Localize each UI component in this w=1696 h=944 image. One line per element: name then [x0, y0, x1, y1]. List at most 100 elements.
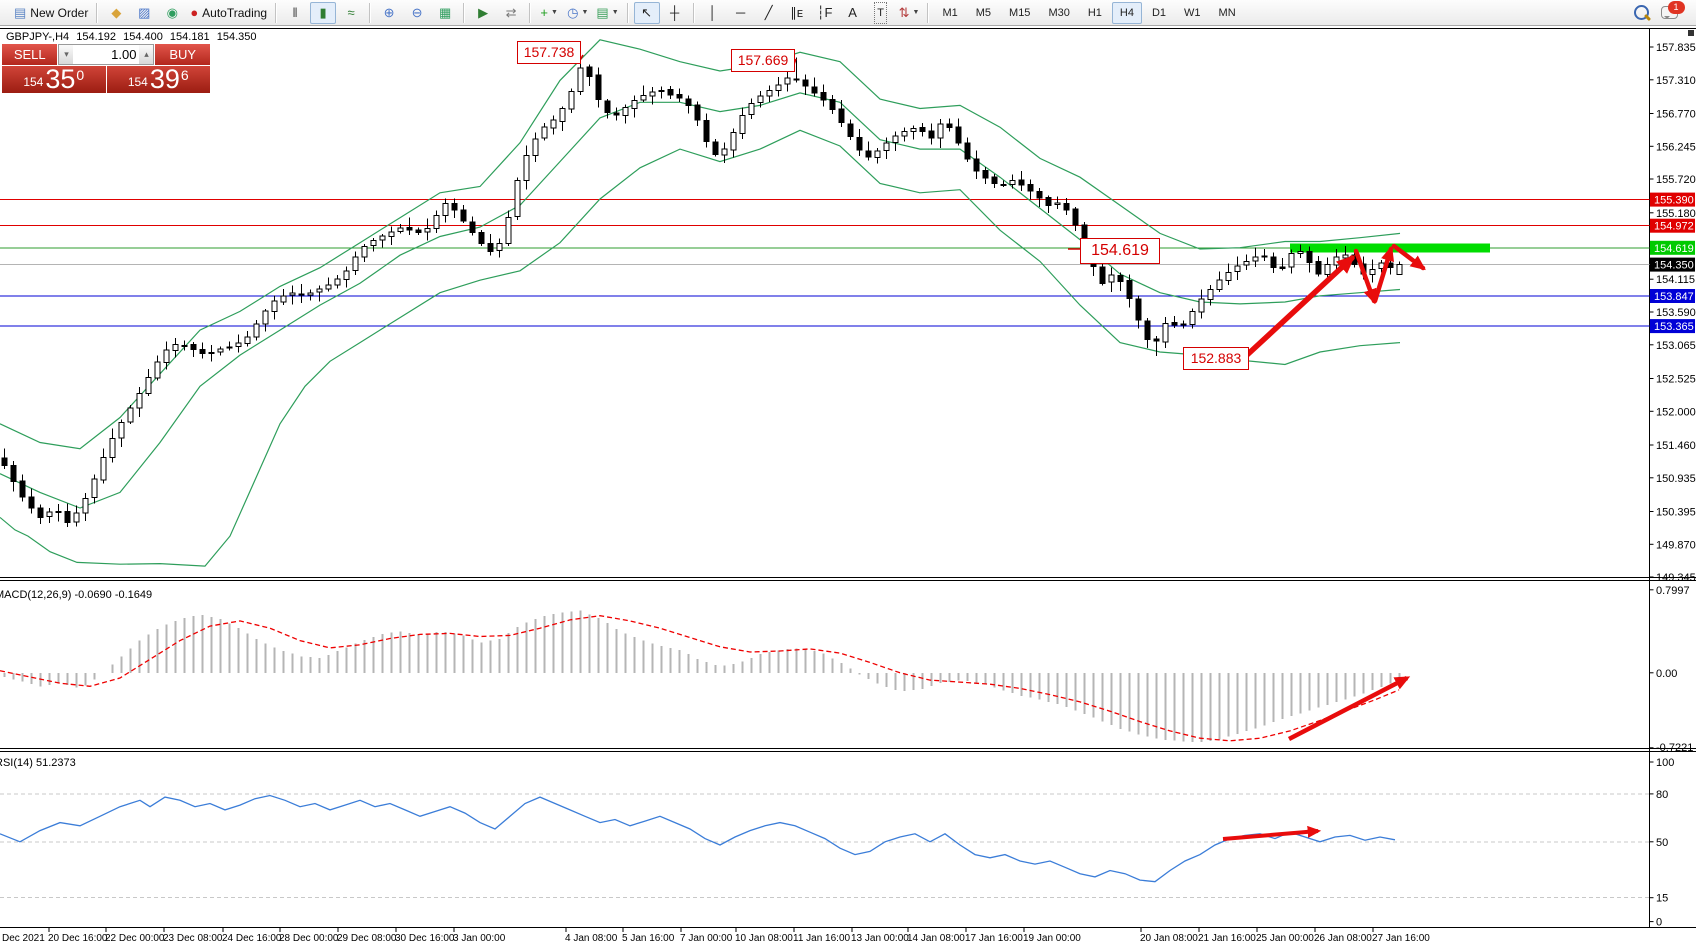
vertical-line-icon: │	[708, 4, 717, 20]
indicators-button[interactable]: + ▼	[536, 2, 562, 24]
chart-title-ohlc: GBPJPY-,H4 154.192 154.400 154.181 154.3…	[6, 31, 261, 43]
timeframe-m30-button[interactable]: M30	[1040, 2, 1077, 24]
panel-borders	[0, 28, 1696, 928]
metaeditor-icon[interactable]: ▨	[131, 2, 157, 24]
volume-increase-button[interactable]: ▴	[139, 45, 154, 64]
price-badge	[1650, 289, 1695, 303]
cursor-button[interactable]: ↖	[633, 1, 660, 24]
arrows-button[interactable]: ⇅ ▼	[896, 2, 923, 24]
svg-text:17 Jan 16:00: 17 Jan 16:00	[965, 933, 1023, 944]
svg-text:157.310: 157.310	[1656, 75, 1696, 87]
crosshair-button[interactable]: ┼	[662, 2, 688, 24]
text-label-button[interactable]: T	[868, 1, 894, 24]
svg-text:155.720: 155.720	[1656, 174, 1696, 186]
horizontal-line-icon: ─	[736, 4, 746, 20]
sell-button[interactable]: SELL	[2, 44, 58, 65]
price-annotation-label: 152.883	[1183, 347, 1249, 370]
timeframe-m1-button[interactable]: M1	[934, 2, 965, 24]
price-scale-lock-icon	[1688, 30, 1694, 36]
timeframe-label: M15	[1009, 6, 1031, 19]
ohlc-high: 154.400	[123, 31, 163, 43]
macd-annotation-arrow	[1287, 676, 1411, 741]
templates-icon: ▤	[596, 4, 609, 20]
expert-advisors-icon[interactable]: ◆	[103, 2, 129, 24]
autotrading-icon: ●	[190, 4, 199, 20]
rsi-annotation-arrow	[1222, 825, 1322, 841]
signals-icon[interactable]: ◉	[159, 2, 185, 24]
toolbar-separator	[927, 2, 930, 23]
volume-decrease-button[interactable]: ▾	[59, 45, 74, 64]
expert-advisors-icon: ◆	[111, 4, 122, 20]
buy-price-display[interactable]: 154 39 6	[106, 64, 210, 94]
search-icon	[1633, 5, 1649, 20]
zoom-out-icon: ⊖	[411, 4, 423, 20]
toolbar-button-label: AutoTrading	[202, 5, 268, 20]
tile-windows-button[interactable]: ▦	[432, 2, 458, 24]
svg-text:154.115: 154.115	[1656, 274, 1695, 286]
svg-text:151.460: 151.460	[1656, 440, 1696, 452]
price-badge	[1650, 192, 1695, 207]
zoom-in-button[interactable]: ⊕	[376, 2, 402, 24]
toolbar-separator	[529, 2, 532, 23]
auto-scroll-button[interactable]: ▶	[470, 2, 496, 24]
svg-text:26 Jan 08:00: 26 Jan 08:00	[1314, 933, 1372, 944]
volume-input[interactable]	[73, 45, 140, 64]
timeframe-label: W1	[1184, 6, 1201, 19]
timeframe-w1-button[interactable]: W1	[1176, 2, 1209, 24]
periods-button[interactable]: ◷ ▼	[564, 2, 591, 24]
equidistant-channel-button[interactable]: ∥ᴇ	[784, 2, 810, 24]
text-button[interactable]: A	[840, 2, 866, 24]
bar-chart-icon: ‖	[292, 4, 298, 20]
bar-chart-button[interactable]: ‖	[282, 2, 308, 24]
timeframe-d1-button[interactable]: D1	[1144, 2, 1174, 24]
svg-text:15: 15	[1656, 893, 1668, 905]
chart-shift-button[interactable]: ⇄	[498, 2, 524, 24]
price-badge	[1650, 240, 1695, 255]
buy-button[interactable]: BUY	[155, 44, 210, 65]
toolbar-separator	[692, 2, 695, 23]
line-chart-button[interactable]: ≈	[338, 2, 364, 24]
chat-icon[interactable]: 1	[1656, 1, 1685, 24]
svg-text:153.590: 153.590	[1656, 307, 1696, 319]
horizontal-line-button[interactable]: ─	[728, 2, 754, 24]
templates-button[interactable]: ▤ ▼	[593, 2, 621, 24]
vertical-line-button[interactable]: │	[700, 2, 726, 24]
candlestick-chart-button[interactable]: ▮	[310, 1, 337, 24]
rsi-level-lines	[0, 793, 1650, 899]
fibonacci-button[interactable]: ┆F	[812, 2, 838, 24]
buy-price-big: 39	[149, 64, 180, 94]
symbol-period: GBPJPY-,H4	[6, 31, 70, 43]
trendline-icon: ╱	[764, 4, 773, 20]
price-badge	[1650, 319, 1695, 334]
chat-bubble-icon: 1	[1660, 1, 1685, 19]
timeframe-mn-button[interactable]: MN	[1211, 2, 1244, 24]
ohlc-low: 154.181	[169, 31, 210, 43]
macd-histogram	[3, 610, 1401, 743]
buy-price-prefix: 154	[127, 75, 148, 89]
sell-price-display[interactable]: 154 35 0	[2, 66, 106, 93]
candlestick-chart-icon: ▮	[319, 4, 327, 20]
timeframe-h1-button[interactable]: H1	[1080, 2, 1110, 24]
timeframe-h4-button[interactable]: H4	[1111, 1, 1142, 24]
svg-text:150.395: 150.395	[1656, 507, 1696, 519]
rsi-line	[0, 794, 1396, 883]
new-order-button[interactable]: ▤ New Order	[11, 2, 91, 24]
fibonacci-icon: ┆F	[816, 4, 833, 20]
svg-text:19 Jan 00:00: 19 Jan 00:00	[1023, 933, 1081, 944]
zoom-out-button[interactable]: ⊖	[404, 2, 430, 24]
trendline-button[interactable]: ╱	[756, 2, 782, 24]
svg-text:-0.7221: -0.7221	[1656, 742, 1693, 754]
toolbar: ▤ New Order ◆ ▨ ◉ ● AutoTrading ‖ ▮ ≈ ⊕ ⊖ ▦ ▶ ⇄ + ▼ ◷ ▼ ▤ ▼ ↖…	[0, 0, 1696, 26]
macd-signal-line	[0, 615, 1400, 742]
svg-text:153.365: 153.365	[1654, 321, 1694, 333]
timeframe-m15-button[interactable]: M15	[1001, 2, 1038, 24]
price-badge	[1650, 218, 1695, 233]
equidistant-channel-icon: ∥ᴇ	[790, 4, 804, 20]
svg-text:11 Jan 16:00: 11 Jan 16:00	[793, 933, 851, 944]
timeframe-label: H1	[1087, 6, 1102, 19]
autotrading-button[interactable]: ● AutoTrading	[187, 2, 270, 24]
toolbar-separator	[275, 2, 278, 23]
timeframe-m5-button[interactable]: M5	[968, 2, 999, 24]
search-icon[interactable]	[1628, 2, 1654, 24]
